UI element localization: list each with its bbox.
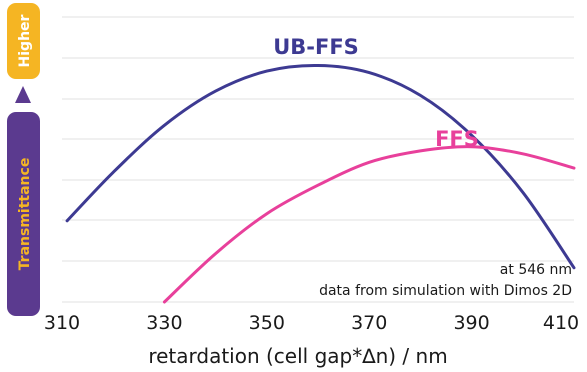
series-label-ffs: FFS (435, 127, 479, 151)
series-label-ub-ffs: UB-FFS (273, 35, 359, 59)
x-tick-label: 310 (44, 312, 80, 334)
y-axis-label: Transmittance (17, 158, 33, 271)
x-ticks: 310 330 350 370 390 410 (44, 312, 579, 334)
x-tick-label: 350 (249, 312, 285, 334)
x-axis-label: retardation (cell gap*∆n) / nm (148, 344, 447, 368)
series-group (65, 63, 576, 304)
x-tick-label: 390 (453, 312, 489, 334)
higher-label: Higher (17, 14, 33, 67)
x-tick-label: 410 (543, 312, 579, 334)
series-line-ffs (162, 145, 576, 304)
higher-pill (7, 3, 40, 79)
annotation-source: data from simulation with Dimos 2D (319, 283, 572, 299)
x-tick-label: 330 (146, 312, 182, 334)
transmittance-pill (7, 112, 40, 316)
up-arrow-icon (15, 86, 31, 103)
x-tick-label: 370 (351, 312, 387, 334)
series-line-ub-ffs (65, 63, 576, 270)
annotation-wavelength: at 546 nm (500, 262, 572, 278)
